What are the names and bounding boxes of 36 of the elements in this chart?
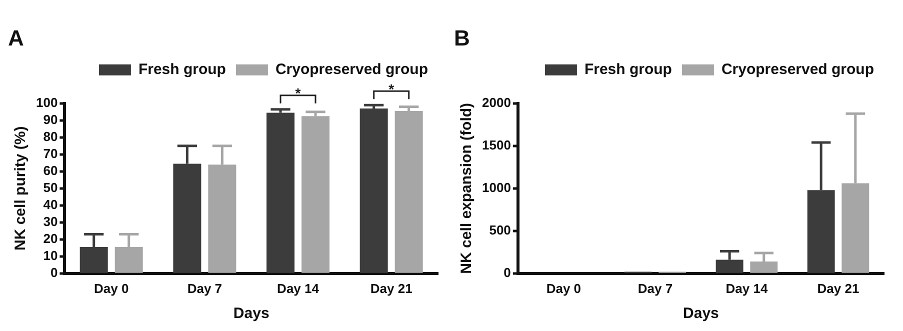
legend-label: Cryopreserved group: [275, 61, 428, 78]
y-tick-label: 2000: [482, 94, 511, 110]
y-axis-title: NK cell expansion (fold): [458, 102, 476, 274]
x-tick-label: Day 21: [370, 280, 412, 296]
x-tick-label: Day 0: [94, 280, 129, 296]
text: *: [295, 85, 302, 102]
y-tick-label: 20: [43, 230, 58, 246]
x-axis-title: Days: [683, 305, 719, 322]
y-tick-label: 10: [43, 248, 58, 263]
y-tick-label: 90: [43, 112, 58, 127]
legend-label: Fresh group: [138, 61, 226, 78]
x-tick-label: Day 14: [726, 280, 768, 296]
y-axis-title: NK cell purity (%): [12, 126, 30, 250]
x-tick-label: Day 7: [638, 280, 673, 296]
x-tick-label: Day 14: [277, 280, 320, 296]
y-tick-label: 0: [50, 264, 58, 280]
y-tick-label: 30: [43, 214, 58, 229]
y-tick-label: 1500: [482, 137, 511, 152]
y-tick-label: 100: [36, 94, 58, 110]
text: *: [388, 80, 395, 97]
x-axis-title: Days: [233, 305, 270, 322]
legend-label: Fresh group: [584, 61, 672, 78]
y-tick-label: 60: [43, 162, 58, 178]
y-tick-label: 50: [43, 180, 58, 195]
y-tick-label: 80: [43, 128, 58, 144]
x-tick-label: Day 0: [546, 280, 582, 296]
chart-title: A: [8, 25, 24, 50]
x-tick-label: Day 7: [187, 280, 222, 296]
x-tick-label: Day 21: [817, 280, 860, 296]
chart-title: B: [454, 25, 470, 50]
y-tick-label: 0: [504, 264, 511, 280]
y-tick-label: 70: [43, 146, 58, 161]
legend-label: Cryopreserved group: [721, 61, 874, 78]
y-tick-label: 40: [43, 196, 58, 212]
y-tick-label: 1000: [482, 180, 511, 195]
y-tick-label: 500: [489, 222, 511, 238]
